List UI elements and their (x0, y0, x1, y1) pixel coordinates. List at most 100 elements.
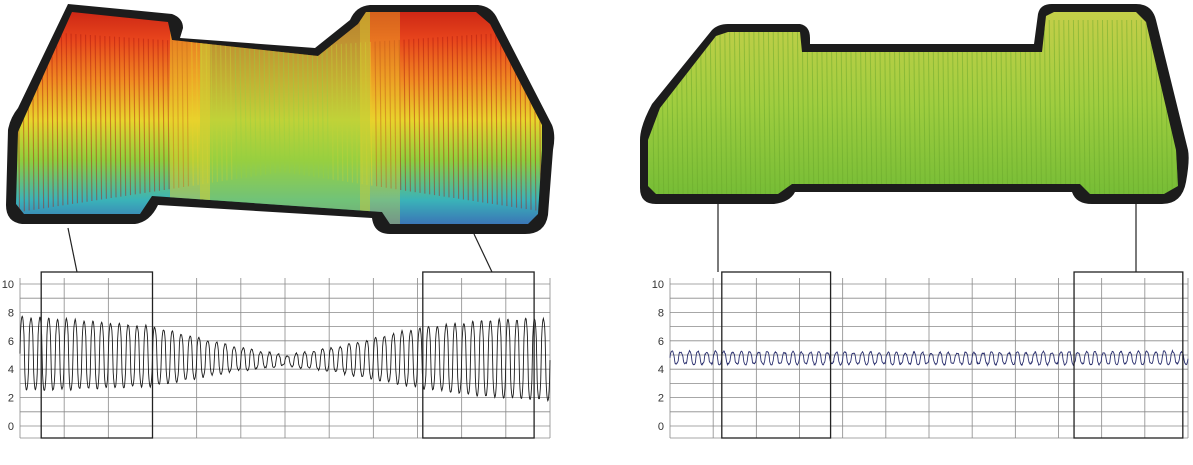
y-tick-label: 6 (658, 336, 664, 348)
right-surface-ridge (1048, 19, 1052, 194)
right-surface-ridge (1058, 19, 1062, 194)
left-surface-ridge (408, 39, 411, 192)
left-surface-ridge (109, 36, 112, 199)
left-surface-ridge (191, 41, 194, 186)
left-surface (6, 4, 555, 234)
y-tick-label: 2 (658, 393, 664, 405)
left-surface-ridge (138, 38, 141, 194)
left-surface-ridge (393, 40, 397, 190)
left-surface-ridge (94, 35, 98, 201)
connector-line (67, 227, 78, 273)
left-surface-ridge (118, 36, 122, 197)
left-surface-ridge (504, 32, 508, 207)
left-surface-ridge (113, 36, 117, 198)
left-surface-ridge (104, 35, 107, 199)
left-surface-ridge (133, 37, 136, 195)
left-surface-ridge (89, 34, 93, 201)
left-surface-ridge (471, 34, 474, 201)
right-surface-ridge (767, 19, 771, 194)
left-surface-ridge (446, 36, 450, 198)
right-surface-ridge (1111, 19, 1115, 194)
highlight-box (422, 271, 535, 439)
connector-line (473, 233, 493, 273)
right-surface-ridge (1126, 19, 1130, 194)
right-surface-ridge (1145, 19, 1149, 194)
connector-lines (67, 204, 1137, 273)
right-y-tick-labels: 0 2 4 6 8 10 (652, 279, 664, 433)
left-surface-ridge (60, 32, 64, 206)
left-surface-ridge (475, 34, 479, 202)
left-surface-ridge (70, 33, 74, 204)
right-surface (640, 4, 1189, 204)
right-surface-ridge (1092, 19, 1096, 194)
left-surface-ridge (422, 38, 426, 194)
left-surface-ridge (167, 40, 170, 190)
left-surface-ridge (384, 40, 387, 188)
left-surface-ridge (495, 33, 498, 205)
y-tick-label: 8 (658, 307, 664, 319)
left-surface-ridges (17, 12, 542, 224)
left-surface-waist-edge (170, 12, 210, 224)
right-surface-ridge (758, 19, 762, 194)
left-surface-ridge (196, 42, 199, 185)
left-surface-ridge (379, 41, 382, 188)
right-surface-ridge (743, 19, 747, 194)
left-surface-ridge (432, 37, 436, 196)
right-surface-ridge (724, 19, 728, 194)
right-surface-ridge (1043, 19, 1047, 194)
left-surface-ridge (451, 36, 455, 199)
right-surface-ridge (753, 19, 757, 194)
y-tick-label: 8 (8, 307, 14, 319)
right-surface-ridge (1053, 19, 1057, 194)
left-surface-ridge (461, 35, 465, 200)
right-surface-ridge (733, 19, 737, 194)
left-surface-ridge (374, 41, 378, 187)
left-surface-ridge (437, 37, 440, 196)
right-surface-ridge (719, 19, 723, 194)
left-surface-ridge (157, 39, 160, 191)
left-surface-ridge (181, 41, 185, 188)
right-surface-ridge (1097, 19, 1101, 194)
left-surface-ridge (389, 40, 392, 189)
left-surface-ridge (369, 41, 373, 186)
left-surface-ridge (485, 33, 489, 204)
left-surface-ridge (413, 38, 416, 193)
highlight-box (1073, 271, 1184, 439)
left-surface-ridge (417, 38, 421, 193)
right-surface-ridge (1135, 19, 1139, 194)
right-surface-ridge (1087, 19, 1091, 194)
left-surface-ridge (152, 39, 156, 192)
right-surface-ridge (1077, 19, 1081, 194)
y-tick-label: 4 (658, 364, 664, 376)
left-surface-waist-edge (360, 12, 400, 224)
right-surface-ridge (748, 19, 752, 194)
left-surface-ridge (162, 39, 165, 190)
right-surface-ridge (1072, 19, 1076, 194)
highlight-box (721, 271, 832, 439)
right-surface-ridge (762, 19, 766, 194)
right-surface-ridge (1131, 19, 1135, 194)
left-surface-ridge (99, 35, 103, 200)
right-surface-ridge (777, 19, 781, 194)
left-surface-ridge (85, 34, 88, 202)
right-surface-ridge (796, 19, 800, 194)
right-surface-ridge (709, 19, 713, 194)
right-surface-ridge (1150, 19, 1154, 194)
y-tick-label: 6 (8, 336, 14, 348)
right-surface-ridge (1101, 19, 1105, 194)
left-surface-ridge (442, 36, 445, 197)
left-surface-ridge (466, 35, 469, 201)
right-chart: 0 2 4 6 8 10 (652, 271, 1189, 439)
right-surface-ridge (791, 19, 795, 194)
right-surface-ridge (1121, 19, 1125, 194)
right-surface-ridge (729, 19, 733, 194)
right-highlight-boxes (721, 271, 1184, 439)
left-y-tick-labels: 0 2 4 6 8 10 (2, 279, 14, 433)
left-surface-ridge (427, 37, 431, 195)
left-surface-ridge (142, 38, 146, 193)
right-surface-ridge (787, 19, 791, 194)
y-tick-label: 0 (8, 421, 14, 433)
left-series-line (19, 315, 551, 402)
left-surface-ridge (75, 33, 78, 204)
